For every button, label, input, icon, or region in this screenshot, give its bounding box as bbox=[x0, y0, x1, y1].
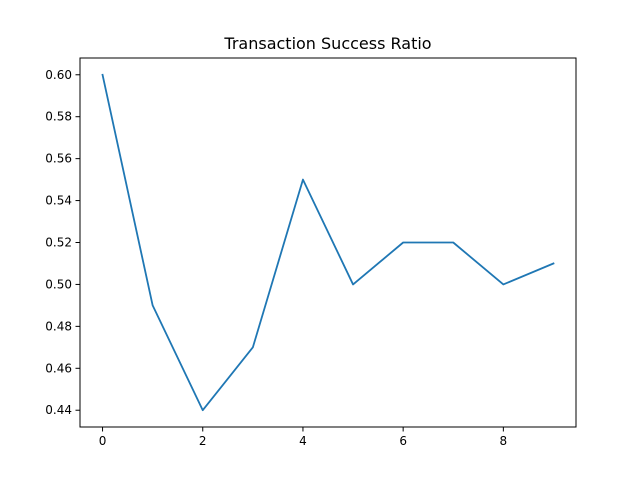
x-tick-label: 8 bbox=[500, 434, 508, 448]
y-tick-label: 0.58 bbox=[45, 110, 72, 124]
y-tick-label: 0.50 bbox=[45, 277, 72, 291]
plot-area bbox=[101, 73, 555, 412]
x-tick-label: 6 bbox=[399, 434, 407, 448]
y-tick-label: 0.56 bbox=[45, 152, 72, 166]
chart-title: Transaction Success Ratio bbox=[223, 34, 431, 53]
y-tick-label: 0.52 bbox=[45, 236, 72, 250]
y-tick-label: 0.54 bbox=[45, 194, 72, 208]
y-tick-label: 0.46 bbox=[45, 361, 72, 375]
series-line bbox=[101, 73, 555, 412]
y-axis: 0.44 0.46 0.48 0.50 0.52 0.54 0.56 0.58 0.60 bbox=[45, 68, 80, 417]
y-tick-label: 0.48 bbox=[45, 319, 72, 333]
x-axis: 0 2 4 6 8 bbox=[99, 427, 507, 448]
axes-frame bbox=[79, 57, 577, 428]
x-tick-label: 4 bbox=[299, 434, 307, 448]
x-tick-label: 2 bbox=[199, 434, 207, 448]
y-tick-label: 0.60 bbox=[45, 68, 72, 82]
x-tick-label: 0 bbox=[99, 434, 107, 448]
y-tick-label: 0.44 bbox=[45, 403, 72, 417]
